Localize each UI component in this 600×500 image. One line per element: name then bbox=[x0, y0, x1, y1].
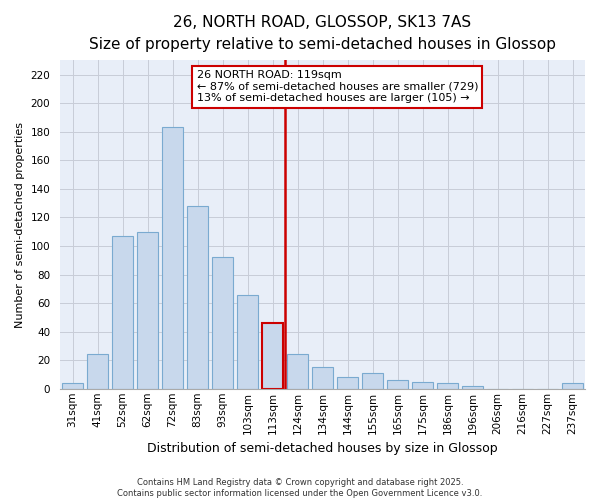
Title: 26, NORTH ROAD, GLOSSOP, SK13 7AS
Size of property relative to semi-detached hou: 26, NORTH ROAD, GLOSSOP, SK13 7AS Size o… bbox=[89, 15, 556, 52]
Bar bbox=[112, 236, 133, 389]
Bar bbox=[187, 206, 208, 389]
Text: Contains HM Land Registry data © Crown copyright and database right 2025.
Contai: Contains HM Land Registry data © Crown c… bbox=[118, 478, 482, 498]
Y-axis label: Number of semi-detached properties: Number of semi-detached properties bbox=[15, 122, 25, 328]
Bar bbox=[437, 383, 458, 389]
X-axis label: Distribution of semi-detached houses by size in Glossop: Distribution of semi-detached houses by … bbox=[147, 442, 498, 455]
Bar bbox=[62, 383, 83, 389]
Bar bbox=[412, 382, 433, 389]
Bar bbox=[262, 323, 283, 389]
Bar bbox=[562, 383, 583, 389]
Bar bbox=[362, 373, 383, 389]
Bar bbox=[137, 232, 158, 389]
Bar bbox=[287, 354, 308, 389]
Bar bbox=[162, 128, 183, 389]
Bar bbox=[462, 386, 483, 389]
Bar bbox=[212, 258, 233, 389]
Bar bbox=[387, 380, 408, 389]
Bar bbox=[312, 368, 333, 389]
Bar bbox=[237, 294, 258, 389]
Bar bbox=[337, 378, 358, 389]
Text: 26 NORTH ROAD: 119sqm
← 87% of semi-detached houses are smaller (729)
13% of sem: 26 NORTH ROAD: 119sqm ← 87% of semi-deta… bbox=[197, 70, 478, 103]
Bar bbox=[87, 354, 108, 389]
